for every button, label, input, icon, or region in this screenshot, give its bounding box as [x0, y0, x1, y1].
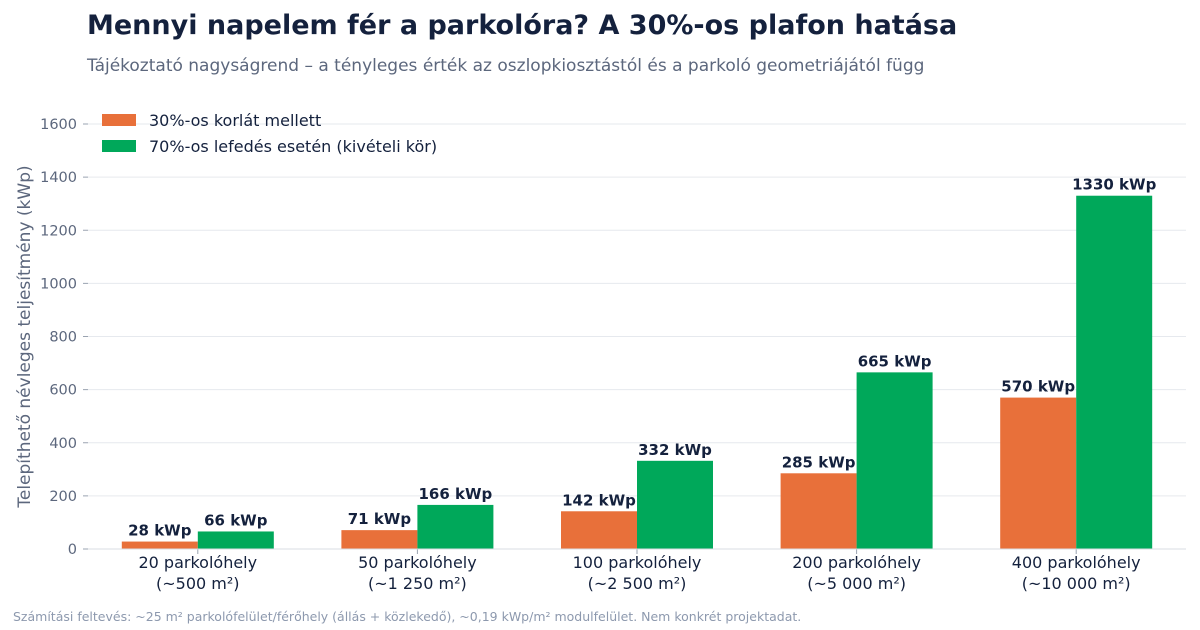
x-tick-label: (~1 250 m²): [368, 574, 467, 593]
data-label: 570 kWp: [1001, 378, 1075, 396]
x-tick-label: 50 parkolóhely: [358, 553, 477, 572]
chart-subtitle: Tájékoztató nagyságrend – a tényleges ér…: [87, 56, 925, 76]
legend-swatch: [102, 114, 136, 126]
footnote: Számítási feltevés: ~25 m² parkolófelüle…: [13, 609, 802, 624]
y-tick-label: 1000: [40, 276, 77, 292]
x-tick-label: 20 parkolóhely: [138, 553, 257, 572]
y-tick-label: 600: [49, 383, 77, 399]
bar: [341, 530, 418, 549]
legend-label: 70%-os lefedés esetén (kivételi kör): [149, 137, 437, 156]
data-label: 142 kWp: [562, 491, 636, 509]
y-tick-label: 200: [49, 489, 77, 505]
bar: [561, 511, 637, 549]
x-tick-label: 400 parkolóhely: [1012, 553, 1141, 572]
x-tick-label: (~5 000 m²): [807, 574, 906, 593]
x-tick-label: (~10 000 m²): [1022, 574, 1131, 593]
bar: [780, 473, 857, 549]
bar: [637, 460, 713, 549]
bar: [197, 531, 274, 549]
data-label: 166 kWp: [419, 485, 493, 503]
y-tick-label: 800: [49, 330, 77, 346]
bar: [417, 504, 494, 549]
y-tick-label: 1600: [40, 117, 77, 133]
chart-title: Mennyi napelem fér a parkolóra? A 30%-os…: [87, 10, 958, 41]
bar: [856, 372, 933, 549]
data-label: 71 kWp: [348, 510, 412, 528]
bar: [121, 541, 198, 549]
data-label: 665 kWp: [858, 352, 932, 370]
y-tick-label: 0: [68, 542, 77, 558]
x-tick-label: 100 parkolóhely: [573, 553, 702, 572]
data-label: 1330 kWp: [1072, 176, 1156, 194]
legend-swatch: [102, 140, 136, 152]
legend-label: 30%-os korlát mellett: [149, 111, 321, 130]
bar: [1000, 397, 1077, 549]
y-tick-label: 1200: [40, 223, 77, 239]
data-label: 285 kWp: [782, 453, 856, 471]
x-tick-label: (~2 500 m²): [588, 574, 687, 593]
y-tick-label: 400: [49, 436, 77, 452]
x-tick-label: (~500 m²): [156, 574, 240, 593]
x-tick-label: 200 parkolóhely: [792, 553, 921, 572]
data-label: 332 kWp: [638, 441, 712, 459]
bar: [1076, 195, 1153, 549]
y-tick-label: 1400: [40, 170, 77, 186]
y-axis-label: Telepíthető névleges teljesítmény (kWp): [15, 165, 35, 508]
data-label: 28 kWp: [128, 522, 192, 540]
data-label: 66 kWp: [204, 511, 268, 529]
